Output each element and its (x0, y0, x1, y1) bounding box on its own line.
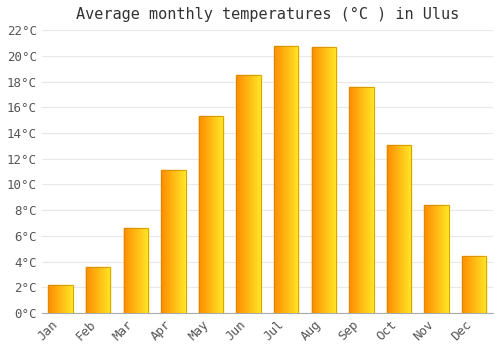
Bar (236, 75, 261, 313)
Bar (462, 257, 486, 313)
Bar (312, 47, 336, 313)
Bar (86, 267, 110, 313)
Bar (349, 87, 374, 313)
Title: Average monthly temperatures (°C ) in Ulus: Average monthly temperatures (°C ) in Ul… (76, 7, 459, 22)
Bar (124, 228, 148, 313)
Bar (274, 46, 298, 313)
Bar (387, 145, 411, 313)
Bar (161, 170, 186, 313)
Bar (199, 116, 223, 313)
Bar (48, 285, 73, 313)
Bar (424, 205, 449, 313)
